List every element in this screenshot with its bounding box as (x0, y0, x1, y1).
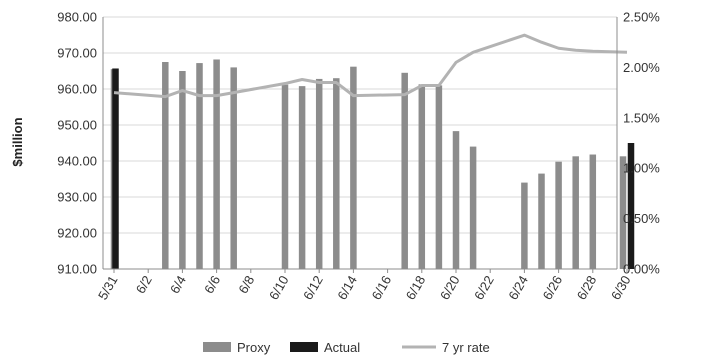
y-tick-label: 910.00 (57, 262, 97, 277)
proxy-bar (469, 146, 477, 269)
x-tick-label: 6/10 (266, 273, 292, 302)
proxy-bar (230, 67, 237, 270)
proxy-bars (110, 59, 627, 270)
y2-tick-label: 2.00% (623, 60, 660, 75)
y-tick-label: 940.00 (57, 154, 97, 169)
proxy-bar (350, 66, 357, 270)
x-tick-label: 6/22 (471, 273, 497, 302)
proxy-bar (589, 154, 597, 269)
gridlines (103, 16, 617, 234)
left-axis-ticks: 910.00 920.00 930.00 940.00 950.00 960.00 970.… (57, 10, 97, 277)
y-tick-label: 950.00 (57, 118, 97, 133)
y-tick-label: 980.00 (57, 10, 97, 25)
legend-label: Proxy (237, 340, 271, 355)
actual-bar (627, 143, 635, 269)
actual-bar (112, 68, 119, 269)
x-tick-label: 6/28 (574, 273, 600, 302)
proxy-bar (196, 63, 203, 269)
y-tick-label: 960.00 (57, 82, 97, 97)
y2-tick-label: 1.00% (623, 161, 660, 176)
proxy-bar (179, 71, 186, 269)
y2-tick-label: 0.00% (623, 262, 660, 277)
proxy-bar (452, 131, 460, 269)
legend: Proxy Actual 7 yr rate (203, 340, 490, 355)
proxy-bar (619, 156, 627, 269)
legend-label: Actual (324, 340, 360, 355)
proxy-bar (435, 85, 443, 270)
rate-line-path (113, 33, 628, 99)
proxy-bar (418, 84, 426, 269)
y-axis-title: $million (10, 117, 25, 166)
x-tick-label: 6/26 (540, 273, 566, 302)
proxy-bar (333, 78, 340, 269)
y-tick-label: 920.00 (57, 226, 97, 241)
rate-line (113, 33, 628, 99)
proxy-bar (298, 86, 306, 270)
x-axis-ticks: 5/31 6/2 6/4 6/6 6/8 6/10 6/12 6/14 6/16 6/18 6/20… (95, 269, 634, 302)
x-tick-label: 6/2 (133, 273, 155, 296)
x-tick-label: 6/8 (235, 273, 257, 296)
right-axis-ticks: 0.00% 0.50% 1.00% 1.50% 2.00% 2.50% (623, 10, 660, 277)
x-tick-label: 6/4 (167, 273, 189, 296)
legend-label: 7 yr rate (442, 340, 490, 355)
legend-swatch (290, 342, 318, 352)
proxy-bar (162, 62, 169, 269)
proxy-bar (213, 59, 220, 270)
actual-bars (112, 68, 635, 269)
proxy-bar (538, 173, 545, 269)
x-tick-label: 6/14 (334, 273, 360, 302)
y2-tick-label: 2.50% (623, 10, 660, 25)
x-tick-label: 6/6 (201, 273, 223, 296)
proxy-bar (281, 84, 289, 270)
y-tick-label: 930.00 (57, 190, 97, 205)
x-tick-label: 6/20 (437, 273, 463, 302)
x-tick-label: 6/24 (505, 273, 531, 302)
proxy-bar (401, 72, 408, 269)
axes (102, 17, 618, 270)
proxy-bar (555, 161, 562, 269)
legend-swatch (203, 342, 231, 352)
x-tick-label: 6/30 (608, 273, 634, 302)
y2-tick-label: 1.50% (623, 110, 660, 125)
x-tick-label: 6/18 (403, 273, 429, 302)
proxy-bar (572, 156, 579, 269)
x-tick-label: 6/16 (369, 273, 395, 302)
x-tick-label: 5/31 (95, 273, 121, 302)
y2-tick-label: 0.50% (623, 211, 660, 226)
y-tick-label: 970.00 (57, 46, 97, 61)
proxy-bar (315, 78, 323, 269)
x-tick-label: 6/12 (300, 273, 326, 302)
proxy-bar (521, 182, 528, 269)
